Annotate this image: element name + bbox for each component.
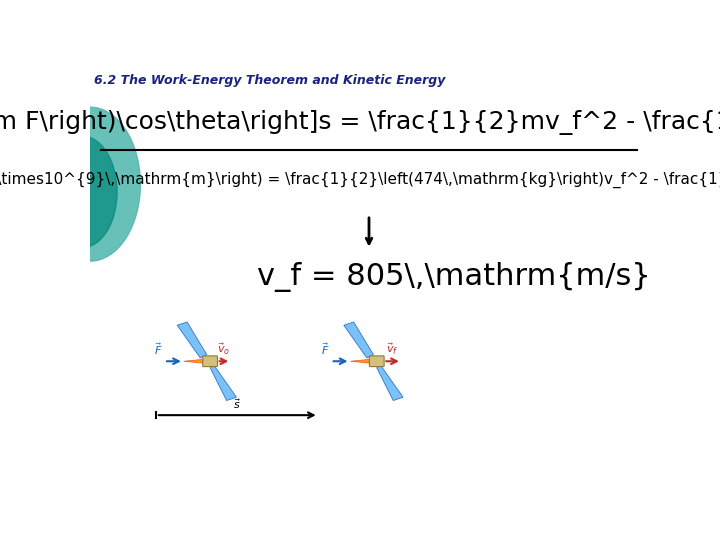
Text: \left[\left(\sum F\right)\cos\theta\right]s = \frac{1}{2}mv_f^2 - \frac{1}{2}mv_: \left[\left(\sum F\right)\cos\theta\righ… bbox=[0, 110, 720, 135]
Polygon shape bbox=[351, 359, 370, 363]
Polygon shape bbox=[210, 364, 236, 401]
Text: $\vec{F}$: $\vec{F}$ bbox=[154, 342, 163, 357]
Ellipse shape bbox=[48, 136, 117, 248]
Text: $\vec{s}$: $\vec{s}$ bbox=[233, 397, 241, 410]
Polygon shape bbox=[377, 364, 403, 401]
Text: $\vec{F}$: $\vec{F}$ bbox=[321, 342, 329, 357]
Ellipse shape bbox=[40, 107, 140, 261]
Text: v_f = 805\,\mathrm{m/s}: v_f = 805\,\mathrm{m/s} bbox=[257, 261, 651, 292]
Polygon shape bbox=[184, 359, 204, 363]
Text: 6.2 The Work-Energy Theorem and Kinetic Energy: 6.2 The Work-Energy Theorem and Kinetic … bbox=[94, 74, 445, 87]
Polygon shape bbox=[344, 322, 374, 358]
FancyBboxPatch shape bbox=[203, 356, 217, 367]
FancyBboxPatch shape bbox=[369, 356, 384, 367]
Text: $\vec{v}_f$: $\vec{v}_f$ bbox=[387, 342, 399, 357]
Text: $\vec{v}_o$: $\vec{v}_o$ bbox=[217, 342, 230, 357]
Polygon shape bbox=[177, 322, 207, 358]
Text: \left(5.60\times10^{-2}\,\mathrm{N}\right)\cos 0^\circ\left(2.42\times10^{9}\,\m: \left(5.60\times10^{-2}\,\mathrm{N}\righ… bbox=[0, 172, 720, 188]
